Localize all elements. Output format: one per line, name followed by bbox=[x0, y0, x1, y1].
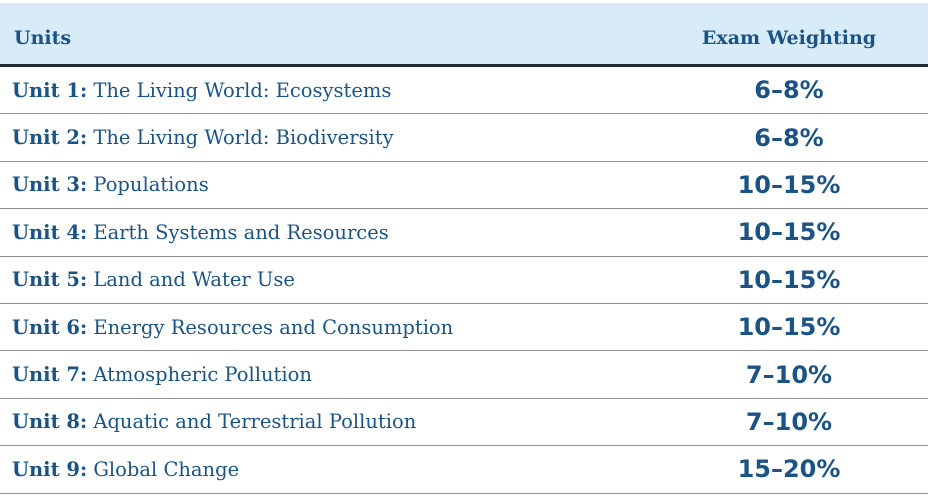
unit-number: Unit 3: bbox=[12, 173, 88, 197]
weighting-cell: 7–10% bbox=[745, 360, 833, 389]
header-units: Units bbox=[14, 26, 72, 49]
unit-cell: Unit 8: Aquatic and Terrestrial Pollutio… bbox=[0, 410, 650, 433]
unit-title: Populations bbox=[93, 173, 209, 197]
unit-number: Unit 7: bbox=[12, 363, 88, 387]
unit-title: Earth Systems and Resources bbox=[93, 220, 389, 244]
unit-cell: Unit 5: Land and Water Use bbox=[0, 268, 650, 291]
table-row: Unit 3: Populations 10–15% bbox=[0, 162, 928, 210]
unit-cell: Unit 6: Energy Resources and Consumption bbox=[0, 316, 650, 339]
weighting-cell: 6–8% bbox=[754, 123, 824, 152]
header-exam-weighting: Exam Weighting bbox=[701, 26, 877, 49]
unit-cell: Unit 7: Atmospheric Pollution bbox=[0, 363, 650, 386]
table-row: Unit 1: The Living World: Ecosystems 6–8… bbox=[0, 67, 928, 115]
weighting-cell: 10–15% bbox=[737, 170, 841, 199]
weighting-cell: 10–15% bbox=[737, 265, 841, 294]
weighting-cell: 15–20% bbox=[737, 455, 841, 484]
unit-title: Land and Water Use bbox=[93, 268, 295, 292]
table-row: Unit 7: Atmospheric Pollution 7–10% bbox=[0, 351, 928, 399]
weighting-cell: 6–8% bbox=[754, 76, 824, 105]
unit-number: Unit 9: bbox=[12, 457, 88, 481]
unit-number: Unit 5: bbox=[12, 268, 88, 292]
unit-title: The Living World: Biodiversity bbox=[93, 126, 394, 150]
unit-number: Unit 1: bbox=[12, 78, 88, 102]
unit-title: Atmospheric Pollution bbox=[93, 363, 312, 387]
weighting-cell: 10–15% bbox=[737, 313, 841, 342]
table-row: Unit 5: Land and Water Use 10–15% bbox=[0, 257, 928, 304]
unit-title: Global Change bbox=[93, 457, 240, 481]
unit-number: Unit 2: bbox=[12, 126, 88, 150]
unit-cell: Unit 3: Populations bbox=[0, 173, 650, 196]
table-header: Units Exam Weighting bbox=[0, 3, 928, 67]
exam-weighting-table: Units Exam Weighting Unit 1: The Living … bbox=[0, 3, 928, 494]
unit-title: Aquatic and Terrestrial Pollution bbox=[93, 410, 417, 434]
unit-number: Unit 4: bbox=[12, 220, 88, 244]
table-row: Unit 6: Energy Resources and Consumption… bbox=[0, 304, 928, 352]
unit-title: Energy Resources and Consumption bbox=[93, 315, 454, 339]
table-row: Unit 8: Aquatic and Terrestrial Pollutio… bbox=[0, 399, 928, 447]
table-row: Unit 2: The Living World: Biodiversity 6… bbox=[0, 114, 928, 162]
unit-number: Unit 8: bbox=[12, 410, 88, 434]
unit-cell: Unit 1: The Living World: Ecosystems bbox=[0, 79, 650, 102]
table-row: Unit 4: Earth Systems and Resources 10–1… bbox=[0, 209, 928, 257]
unit-cell: Unit 9: Global Change bbox=[0, 458, 650, 481]
unit-cell: Unit 4: Earth Systems and Resources bbox=[0, 221, 650, 244]
weighting-cell: 10–15% bbox=[737, 218, 841, 247]
unit-cell: Unit 2: The Living World: Biodiversity bbox=[0, 126, 650, 149]
unit-title: The Living World: Ecosystems bbox=[93, 78, 392, 102]
unit-number: Unit 6: bbox=[12, 315, 88, 339]
table-row: Unit 9: Global Change 15–20% bbox=[0, 446, 928, 494]
weighting-cell: 7–10% bbox=[745, 407, 833, 436]
